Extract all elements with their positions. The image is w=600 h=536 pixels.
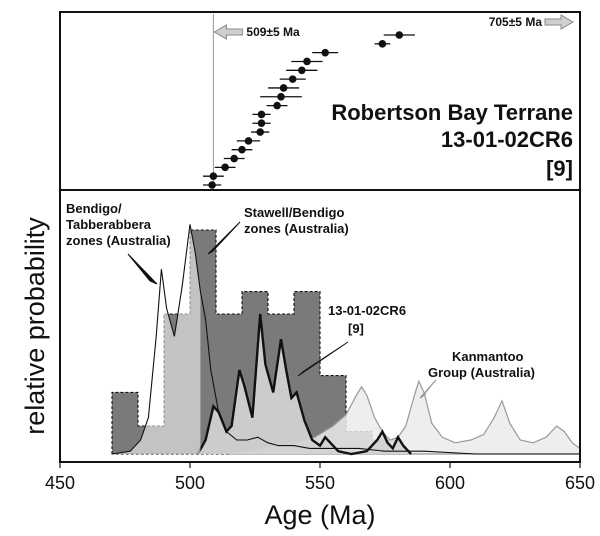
grain-age-8: [252, 119, 271, 128]
right-arrow: 705±5 Ma: [489, 14, 574, 30]
sample-title-line-3: [9]: [546, 156, 573, 181]
grain-age-2: [203, 172, 224, 180]
grain-age-point: [288, 75, 297, 83]
grain-age-point: [378, 40, 387, 48]
grain-age-point: [273, 101, 281, 110]
annotation-13-01-02cr6: 13-01-02CR6 [9]: [297, 303, 410, 377]
grain-age-13: [279, 75, 306, 83]
x-axis-label: Age (Ma): [264, 500, 375, 530]
pointer-stawell-bendigo: [207, 221, 241, 255]
sample-probability-curve: [196, 313, 412, 456]
label-13-01-02cr6-line-1: 13-01-02CR6: [328, 303, 406, 318]
grain-age-7: [251, 128, 270, 136]
grain-age-11: [260, 92, 302, 101]
y-axis-label: relative probability: [20, 217, 50, 435]
left-arrow-icon: [213, 24, 243, 40]
grain-age-12: [268, 84, 300, 92]
x-tick-600: 600: [435, 462, 465, 493]
grain-age-point: [238, 145, 246, 154]
pointer-bendigo-tabberabbera: [127, 253, 158, 285]
x-tick-label: 500: [175, 473, 205, 493]
grain-age-point: [395, 31, 404, 39]
label-13-01-02cr6: 13-01-02CR6 [9]: [328, 303, 410, 336]
grain-age-point: [321, 48, 330, 57]
top-panel: 509±5 Ma 705±5 Ma Robertson Bay Terrane …: [59, 11, 581, 191]
label-stawell-bendigo: Stawell/Bendigo zones (Australia): [244, 205, 349, 236]
series-layer: [111, 224, 581, 456]
label-13-01-02cr6-line-2: [9]: [348, 321, 364, 336]
grain-age-18: [383, 31, 415, 39]
series-bendigo-tabberabbera-line: [111, 224, 580, 455]
single-grain-ages: [203, 31, 415, 189]
x-tick-label: 650: [565, 473, 595, 493]
annotation-bendigo-tabberabbera: Bendigo/ Tabberabbera zones (Australia): [66, 201, 171, 285]
label-stawell-bendigo-line-2: zones (Australia): [244, 221, 349, 236]
grain-age-point: [209, 172, 218, 180]
label-bendigo-tabberabbera-line-1: Bendigo/: [66, 201, 122, 216]
annotation-kanmantoo: Kanmantoo Group (Australia): [419, 349, 535, 399]
sample-title-line-1: Robertson Bay Terrane: [331, 100, 573, 125]
grain-age-4: [223, 154, 245, 163]
kanmantoo-probability-curve: [228, 379, 581, 455]
label-stawell-bendigo-line-1: Stawell/Bendigo: [244, 205, 344, 220]
grain-age-point: [230, 154, 238, 163]
series-13-01-02cr6-area: [196, 313, 412, 456]
grain-age-point: [256, 128, 265, 136]
x-tick-500: 500: [175, 462, 205, 493]
label-bendigo-tabberabbera-line-2: Tabberabbera: [66, 217, 152, 232]
left-arrow: 509±5 Ma: [213, 24, 300, 40]
x-tick-550: 550: [305, 462, 335, 493]
grain-age-14: [286, 66, 318, 75]
sample-probability-fill: [197, 314, 411, 454]
grain-age-5: [231, 145, 253, 154]
label-kanmantoo-line-1: Kanmantoo: [452, 349, 524, 364]
grain-age-10: [266, 101, 288, 110]
x-tick-650: 650: [565, 462, 595, 493]
grain-age-1: [203, 181, 222, 189]
right-arrow-icon: [544, 14, 574, 30]
label-bendigo-tabberabbera-line-3: zones (Australia): [66, 233, 171, 248]
grain-age-point: [298, 66, 306, 75]
series-kanmantoo-area: [228, 379, 581, 455]
left-arrow-label: 509±5 Ma: [246, 25, 300, 39]
grain-age-point: [303, 57, 311, 66]
grain-age-point: [257, 119, 266, 128]
pointer-13-01-02cr6: [297, 341, 349, 377]
label-kanmantoo: Kanmantoo Group (Australia): [428, 349, 535, 380]
right-arrow-label: 705±5 Ma: [489, 15, 543, 29]
pointer-kanmantoo: [419, 379, 437, 399]
sample-title-line-2: 13-01-02CR6: [441, 127, 573, 152]
grain-age-point: [279, 84, 288, 92]
grain-age-point: [257, 110, 266, 119]
grain-age-point: [221, 163, 229, 172]
x-tick-450: 450: [45, 462, 75, 493]
bendigo-tabberabbera-curve: [111, 224, 580, 455]
grain-age-17: [374, 40, 391, 48]
grain-age-16: [312, 48, 339, 57]
grain-age-15: [291, 57, 323, 66]
x-tick-label: 450: [45, 473, 75, 493]
bottom-panel: Bendigo/ Tabberabbera zones (Australia) …: [59, 189, 581, 463]
grain-age-point: [277, 92, 285, 101]
grain-age-point: [208, 181, 216, 189]
grain-age-3: [214, 163, 236, 172]
x-axis-ticks: 450 500 550 600 650: [45, 462, 595, 493]
annotation-stawell-bendigo: Stawell/Bendigo zones (Australia): [207, 205, 349, 255]
x-tick-label: 550: [305, 473, 335, 493]
grain-age-9: [252, 110, 271, 119]
grain-age-6: [236, 137, 261, 145]
x-tick-label: 600: [435, 473, 465, 493]
grain-age-point: [244, 137, 253, 145]
label-kanmantoo-line-2: Group (Australia): [428, 365, 535, 380]
label-bendigo-tabberabbera: Bendigo/ Tabberabbera zones (Australia): [66, 201, 171, 248]
